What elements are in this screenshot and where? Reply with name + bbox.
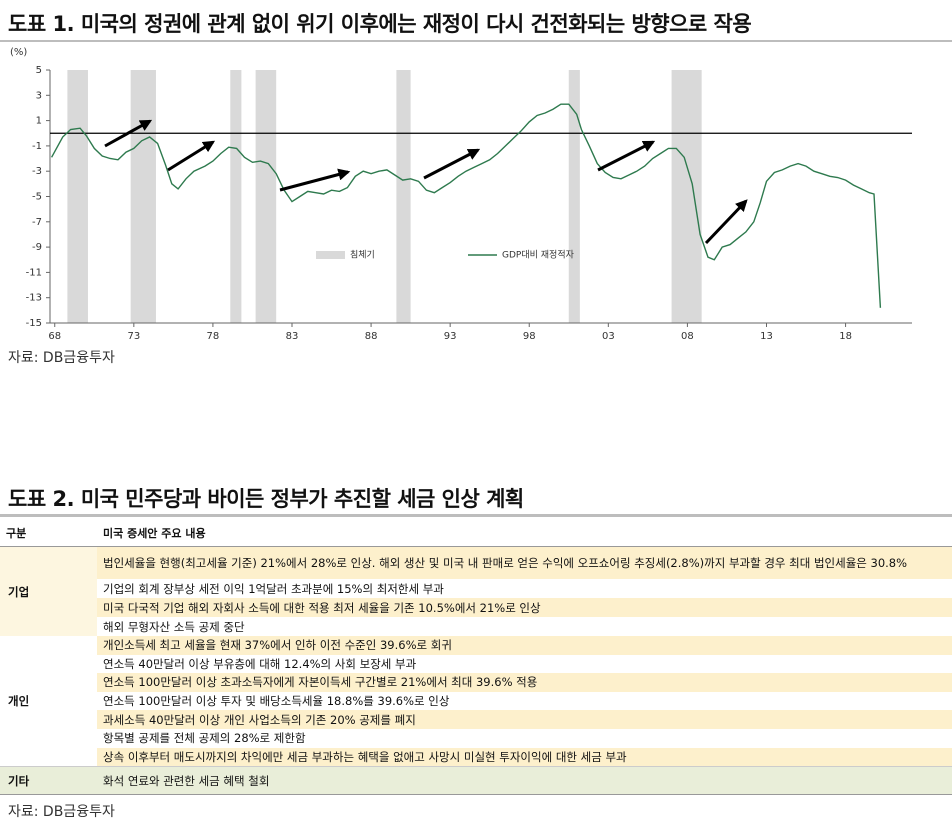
header-row: 구분 미국 증세안 주요 내용 [0,520,952,547]
item-cell: 개인소득세 최고 세율을 현재 37%에서 인하 이전 수준인 39.6%로 회… [97,636,952,655]
y-tick-label: -7 [32,217,42,228]
item-cell: 화석 연료와 관련한 세금 혜택 철회 [97,766,952,796]
trend-arrows [104,119,748,245]
header-cell: 미국 증세안 주요 내용 [97,520,952,547]
recession-band [130,70,156,323]
x-tick-label: 18 [839,331,852,342]
legend-swatch [316,251,345,259]
x-tick-label: 83 [286,331,299,342]
item-cell: 항목별 공제를 전체 공제의 28%로 제한함 [103,731,306,746]
y-tick-label: -11 [26,267,42,278]
x-tick-label: 78 [207,331,220,342]
y-tick-label: -1 [32,141,42,152]
recession-band [230,70,242,323]
recession-band [255,70,277,323]
item-cell: 과세소득 40만달러 이상 개인 사업소득의 기존 20% 공제를 폐지 [97,710,952,729]
item-cell: 연소득 100만달러 이상 초과소득자에게 자본이득세 구간별로 21%에서 최… [97,673,952,692]
item-cell: 해외 무형자산 소득 공제 중단 [103,619,245,634]
y-tick-label: 3 [36,90,42,101]
legend-label: 침체기 [350,250,375,261]
table-row: 기타 화석 연료와 관련한 세금 혜택 철회 [0,766,952,796]
source: 자료: DB금융투자 [8,804,115,820]
y-tick-label: 5 [36,65,42,76]
table-row: 기업의 회계 장부상 세전 이익 1억달러 초과분에 15%의 최저한세 부과 [0,579,952,598]
table-row: 항목별 공제를 전체 공제의 28%로 제한함 [0,729,952,748]
item-cell: 법인세율을 현행(최고세율 기준) 21%에서 28%로 인상. 해외 생산 및… [97,546,952,579]
y-tick-label: -13 [26,293,42,304]
x-tick-label: 93 [444,331,457,342]
item-cell: 상속 이후부터 매도시까지의 차익에만 세금 부과하는 혜택을 없애고 사망시 … [97,747,952,767]
arrow [167,140,216,172]
y-tick-label: -5 [32,192,42,203]
table-row: 개인 개인소득세 최고 세율을 현재 37%에서 인하 이전 수준인 39.6%로… [0,636,952,708]
item-cell: 미국 다국적 기업 해외 자회사 소득에 대한 적용 최저 세율을 기존 10.… [97,598,952,617]
x-tick-label: 03 [602,331,615,342]
figure-title: 도표 1. 미국의 정권에 관계 없이 위기 이후에는 재정이 다시 건전화되는… [8,12,752,36]
category-cell: 개인 [8,694,30,709]
table-row: 해외 무형자산 소득 공제 중단 [0,617,952,636]
source: 자료: DB금융투자 [8,350,115,366]
recession-band [568,70,580,323]
arrow [423,148,481,180]
table-row: 미국 다국적 기업 해외 자회사 소득에 대한 적용 최저 세율을 기존 10.… [0,598,952,617]
title-rule [0,514,952,517]
item-cell: 연소득 40만달러 이상 부유층에 대해 12.4%의 사회 보장세 부과 [103,656,417,671]
x-tick-label: 88 [365,331,378,342]
tax-table: 구분 미국 증세안 주요 내용 기업 법인세율을 현행(최고세율 기준) 21%에… [0,520,952,796]
recession-band [396,70,411,323]
table-row: 기업 법인세율을 현행(최고세율 기준) 21%에서 28%로 인상. 해외 생산… [0,546,952,636]
table-row: 연소득 40만달러 이상 부유층에 대해 12.4%의 사회 보장세 부과 [0,655,952,674]
table-row: 연소득 100만달러 이상 투자 및 배당소득세율 18.8%를 39.6%로 … [0,692,952,711]
category-cell: 기타 [0,766,97,796]
legend-label: GDP대비 재정적자 [502,249,575,261]
y-tick-label: -3 [32,166,42,177]
data-line [50,103,882,308]
y-tick-label: -15 [26,318,42,329]
x-tick-label: 13 [760,331,773,342]
arrow [704,199,748,245]
y-tick-label: -9 [32,242,42,253]
figure-title: 도표 2. 미국 민주당과 바이든 정부가 추진할 세금 인상 계획 [8,487,524,511]
recession-band [67,70,88,323]
table-row: 연소득 100만달러 이상 초과소득자에게 자본이득세 구간별로 21%에서 최… [0,673,952,692]
x-tick-label: 73 [127,331,140,342]
arrow [597,140,656,172]
item-cell: 연소득 100만달러 이상 투자 및 배당소득세율 18.8%를 39.6%로 … [103,694,450,709]
header-cell: 구분 [0,520,97,547]
y-unit: (%) [10,47,27,58]
table-row: 상속 이후부터 매도시까지의 차익에만 세금 부과하는 혜택을 없애고 사망시 … [0,747,952,767]
recession-band [671,70,702,323]
arrow [279,168,351,192]
title-rule [0,40,952,42]
x-tick-label: 08 [681,331,694,342]
category-cell: 기업 [0,546,97,636]
item-cell: 기업의 회계 장부상 세전 이익 1억달러 초과분에 15%의 최저한세 부과 [103,581,444,596]
table-row: 과세소득 40만달러 이상 개인 사업소득의 기존 20% 공제를 폐지 [0,710,952,729]
chart: (%) 5 3 1 -1 -3 -5 -7 -9 -11 -13 -15 68 73 78 83 88 93 98… [10,47,912,342]
arrow [104,119,153,148]
y-tick-label: 1 [36,116,42,127]
x-tick-label: 98 [523,331,536,342]
x-tick-label: 68 [48,331,61,342]
